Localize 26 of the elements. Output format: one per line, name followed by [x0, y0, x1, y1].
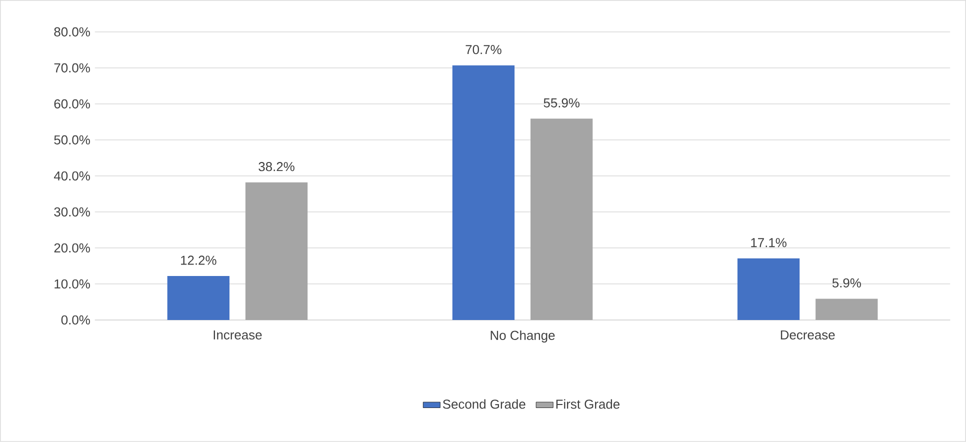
y-tick-label: 30.0% — [54, 207, 90, 217]
x-tick-label: Increase — [214, 330, 262, 340]
data-label: 17.1% — [751, 238, 786, 248]
bar — [530, 118, 593, 320]
bar — [737, 258, 800, 320]
y-tick-label: 50.0% — [54, 135, 90, 145]
y-tick-label: 10.0% — [54, 279, 90, 289]
y-tick-label: 60.0% — [54, 99, 90, 109]
y-tick-label: 40.0% — [54, 171, 90, 181]
x-tick-label: Decrease — [780, 330, 835, 340]
y-tick-label: 70.0% — [54, 63, 90, 73]
data-label: 38.2% — [258, 162, 294, 172]
legend-label: First Grade — [556, 399, 620, 409]
data-label: 5.9% — [832, 278, 861, 288]
data-label: 70.7% — [466, 45, 502, 54]
x-tick-label: No Change — [490, 330, 555, 343]
bar — [167, 276, 230, 320]
bar — [245, 182, 308, 320]
y-tick-label: 80.0% — [54, 27, 90, 37]
bar — [816, 298, 878, 320]
y-tick-label: 0.0% — [61, 315, 90, 325]
legend-label: Second Grade — [442, 399, 526, 409]
data-label: 12.2% — [181, 256, 216, 265]
bar — [452, 65, 515, 320]
data-label: 55.9% — [544, 98, 580, 108]
y-tick-label: 20.0% — [54, 243, 90, 253]
